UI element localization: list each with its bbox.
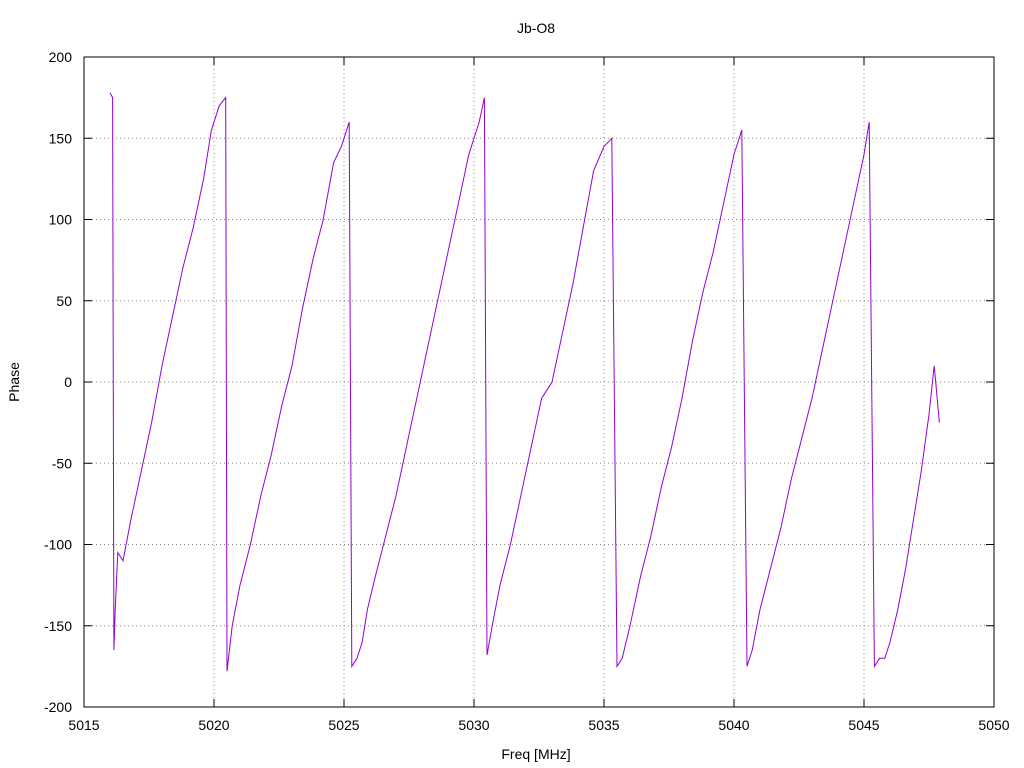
x-tick-label: 5020 — [198, 717, 229, 733]
y-tick-label: -100 — [44, 537, 72, 553]
y-tick-label: 50 — [56, 293, 72, 309]
grid-lines — [84, 57, 994, 707]
x-tick-label: 5025 — [328, 717, 359, 733]
phase-series-line — [109, 92, 940, 672]
y-tick-label: -50 — [52, 455, 72, 471]
y-tick-labels: -200 -150 -100 -50 0 50 100 150 200 — [44, 49, 72, 715]
y-tick-label: -150 — [44, 618, 72, 634]
chart-title: Jb-O8 — [517, 20, 555, 36]
x-tick-label: 5045 — [848, 717, 879, 733]
x-tick-label: 5030 — [458, 717, 489, 733]
y-tick-label: 0 — [64, 374, 72, 390]
x-tick-labels: 5015 5020 5025 5030 5035 5040 5045 5050 — [68, 717, 1009, 733]
x-tick-label: 5040 — [718, 717, 749, 733]
y-tick-label: -200 — [44, 699, 72, 715]
y-tick-label: 200 — [49, 49, 73, 65]
axis-ticks — [83, 56, 995, 708]
y-tick-label: 100 — [49, 212, 73, 228]
x-tick-label: 5015 — [68, 717, 99, 733]
x-axis-title: Freq [MHz] — [501, 746, 570, 762]
x-tick-label: 5050 — [978, 717, 1009, 733]
x-tick-label: 5035 — [588, 717, 619, 733]
y-tick-label: 150 — [49, 130, 73, 146]
y-axis-title: Phase — [6, 362, 22, 402]
